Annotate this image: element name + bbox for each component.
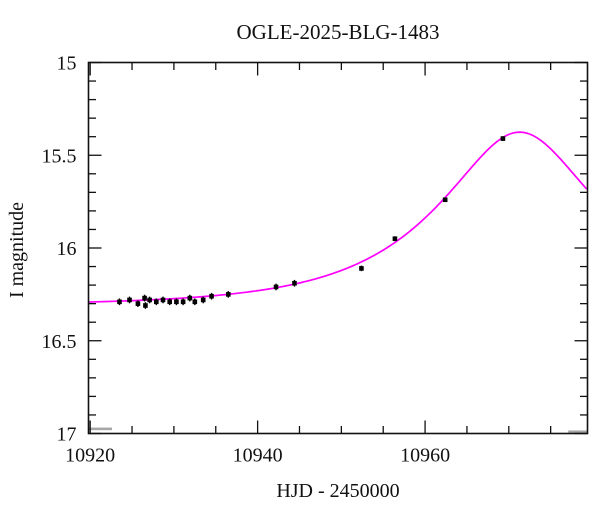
data-point xyxy=(174,299,179,305)
x-tick-label: 10940 xyxy=(233,445,283,467)
y-tick-label: 15 xyxy=(57,53,77,75)
data-point xyxy=(392,236,398,242)
data-point xyxy=(442,197,448,203)
x-tick-label: 10920 xyxy=(65,445,115,467)
data-point xyxy=(127,297,132,303)
data-point xyxy=(143,303,148,308)
y-tick-label: 17 xyxy=(57,424,77,446)
data-point xyxy=(192,299,198,305)
x-axis-label: HJD - 2450000 xyxy=(276,480,399,502)
y-tick-label: 16.5 xyxy=(42,331,77,353)
model-curve xyxy=(88,131,588,303)
data-point xyxy=(160,297,166,303)
data-point xyxy=(209,293,214,299)
data-point xyxy=(187,295,193,301)
data-point xyxy=(226,292,231,297)
y-tick-label: 16 xyxy=(57,238,77,260)
data-point xyxy=(273,284,279,290)
data-point xyxy=(500,136,506,141)
data-point xyxy=(135,301,141,306)
data-point xyxy=(142,295,147,301)
y-tick-label: 15.5 xyxy=(42,145,77,167)
x-tick-label: 10960 xyxy=(400,445,450,467)
plot-layers: 10920 10940 10960 15 15.5 16 16.5 17 xyxy=(42,53,589,467)
data-point xyxy=(117,299,122,305)
data-point xyxy=(292,280,297,286)
plot-title: OGLE-2025-BLG-1483 xyxy=(237,20,440,44)
data-point xyxy=(180,299,186,305)
data-point xyxy=(167,299,173,305)
data-point xyxy=(147,297,152,303)
artifact-bar xyxy=(568,430,588,433)
artifact-bar xyxy=(88,427,112,431)
data-point xyxy=(200,297,206,303)
data-point xyxy=(359,266,364,271)
data-point xyxy=(154,299,159,305)
y-axis-label: I magnitude xyxy=(6,202,28,298)
plot-frame xyxy=(87,61,589,435)
